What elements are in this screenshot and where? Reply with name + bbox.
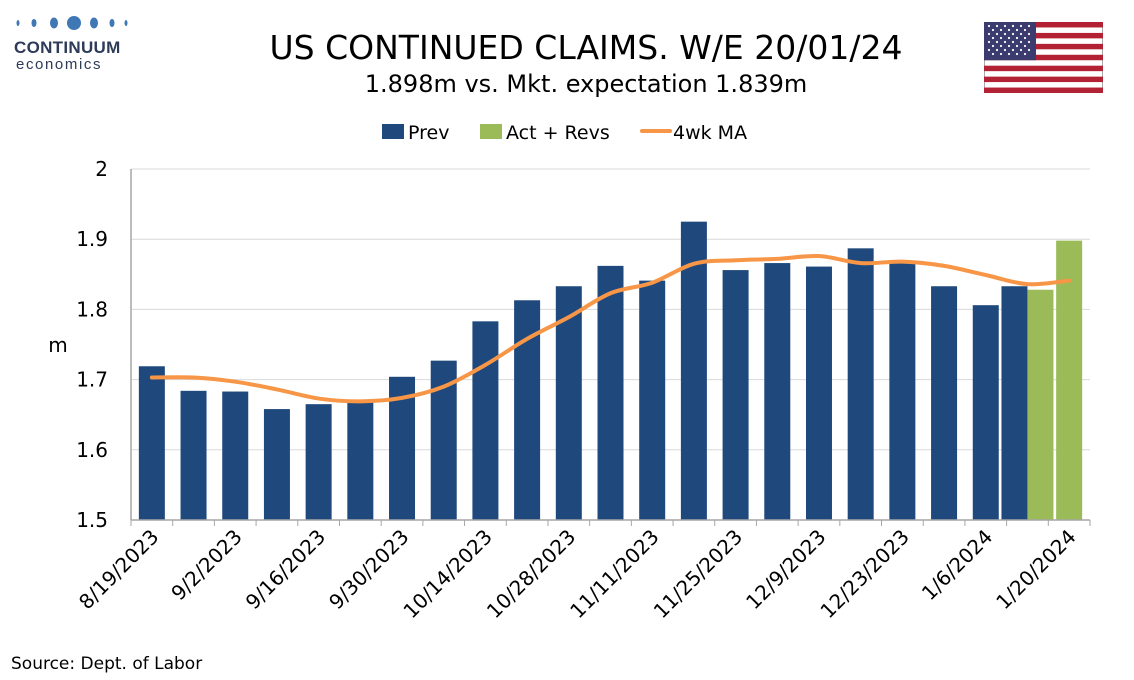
- moving-average-line-layer: [149, 253, 1072, 404]
- legend: Prev Act + Revs 4wk MA: [382, 122, 747, 144]
- moving-average-line: [149, 253, 1072, 404]
- logo-subtitle: economics: [16, 56, 103, 73]
- x-tick-label: 11/25/2023: [649, 525, 747, 623]
- x-tick-label: 1/20/2024: [991, 525, 1080, 614]
- chart-subtitle: 1.898m vs. Mkt. expectation 1.839m: [364, 70, 808, 98]
- logo-name: CONTINUUM: [14, 38, 121, 57]
- continuum-economics-logo: CONTINUUM economics: [14, 14, 134, 76]
- y-axis-label: m: [48, 333, 67, 357]
- legend-label: Act + Revs: [506, 122, 610, 144]
- legend-label: 4wk MA: [673, 122, 747, 144]
- x-tick-label: 1/6/2024: [917, 525, 997, 605]
- x-tick-label: 9/16/2023: [241, 525, 330, 614]
- bar-prev: [847, 248, 874, 521]
- y-tick-label: 2: [95, 157, 108, 181]
- legend-swatch: [382, 124, 404, 139]
- bar-prev: [138, 366, 165, 520]
- x-tick-label: 9/2/2023: [166, 525, 246, 605]
- y-tick-label: 1.6: [76, 438, 108, 462]
- chart-title: US CONTINUED CLAIMS. W/E 20/01/24: [269, 28, 903, 67]
- bar-prev: [972, 305, 999, 520]
- y-tick-label: 1.7: [76, 368, 108, 392]
- us-flag-icon: [984, 22, 1103, 93]
- x-tick-label: 12/9/2023: [741, 525, 830, 614]
- x-tick-label: 10/14/2023: [398, 525, 496, 623]
- bar-prev: [764, 263, 791, 520]
- bar-prev: [1001, 286, 1028, 520]
- axes: [130, 169, 1091, 526]
- bar-prev: [889, 261, 916, 520]
- legend-swatch: [480, 124, 502, 139]
- x-tick-label: 8/19/2023: [74, 525, 163, 614]
- bar-prev: [472, 321, 499, 520]
- bar-prev: [180, 390, 207, 520]
- bar-prev: [805, 266, 832, 520]
- bar-prev: [222, 391, 249, 520]
- bar-prev: [305, 404, 332, 520]
- x-tick-label: 9/30/2023: [324, 525, 413, 614]
- bar-prev: [555, 286, 582, 520]
- bar-prev: [263, 409, 290, 520]
- bars: [138, 221, 1083, 521]
- source-note: Source: Dept. of Labor: [11, 654, 203, 674]
- bar-prev: [680, 221, 707, 520]
- y-tick-label: 1.9: [76, 227, 108, 251]
- x-tick-label: 12/23/2023: [815, 525, 913, 623]
- x-tick-label: 10/28/2023: [482, 525, 580, 623]
- x-tick-label: 11/11/2023: [565, 525, 663, 623]
- bar-prev: [931, 286, 958, 520]
- bar-act-revs: [1027, 289, 1054, 520]
- bar-act-revs: [1056, 240, 1083, 520]
- bar-prev: [722, 270, 749, 520]
- bar-prev: [639, 280, 666, 520]
- bar-prev: [597, 265, 624, 520]
- bar-prev: [347, 400, 374, 520]
- y-tick-label: 1.8: [76, 297, 108, 321]
- continuum-dots-logo: [16, 16, 128, 30]
- y-tick-label: 1.5: [76, 508, 108, 532]
- legend-label: Prev: [408, 122, 449, 144]
